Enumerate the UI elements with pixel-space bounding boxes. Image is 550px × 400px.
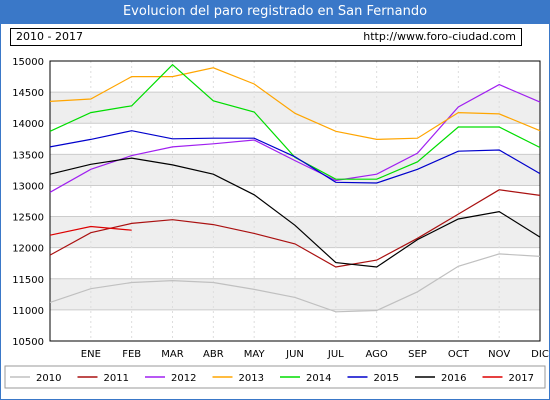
x-tick-label: JUN [285,349,304,360]
x-tick-label: OCT [448,349,470,360]
source-url: http://www.foro-ciudad.com [363,30,516,43]
y-tick-label: 12500 [12,213,44,224]
x-tick-label: MAY [244,349,266,360]
x-tick-label: ENE [81,349,101,360]
series-line-2017 [49,225,132,236]
series-line-2011 [49,189,541,268]
y-tick-label: 11500 [12,275,44,286]
series-line-2010 [49,253,541,313]
period-label: 2010 - 2017 [16,30,83,43]
x-tick-label: ABR [203,349,224,360]
info-box: 2010 - 2017 http://www.foro-ciudad.com [10,28,522,46]
legend-label-2016: 2016 [441,373,466,384]
x-tick-label: FEB [122,349,141,360]
x-tick-label: AGO [366,349,388,360]
x-tick-label: MAR [161,349,183,360]
x-tick-label: DIC [531,349,549,360]
chart-title: Evolucion del paro registrado en San Fer… [0,0,550,24]
y-tick-label: 12000 [12,244,44,255]
series-line-2012 [49,83,541,193]
series-line-2015 [49,130,541,184]
legend-label-2011: 2011 [104,373,129,384]
y-tick-label: 13000 [12,181,44,192]
legend-label-2013: 2013 [239,373,264,384]
y-tick-label: 15000 [12,57,44,68]
x-tick-label: JUL [327,349,344,360]
plot-frame [49,60,541,342]
legend-label-2014: 2014 [306,373,331,384]
legend-box [4,365,546,389]
x-tick-label: SEP [408,349,427,360]
legend-label-2010: 2010 [36,373,61,384]
x-tick-label: NOV [488,349,510,360]
legend-label-2015: 2015 [374,373,399,384]
y-tick-label: 11000 [12,306,44,317]
series-line-2016 [49,157,541,268]
legend-label-2017: 2017 [509,373,534,384]
series-line-2013 [49,67,541,141]
grid-band [50,154,540,186]
y-tick-label: 13500 [12,150,44,161]
y-tick-label: 14500 [12,88,44,99]
y-tick-label: 14000 [12,119,44,130]
y-tick-label: 10500 [12,337,44,348]
legend-label-2012: 2012 [171,373,196,384]
grid-band [50,278,540,310]
